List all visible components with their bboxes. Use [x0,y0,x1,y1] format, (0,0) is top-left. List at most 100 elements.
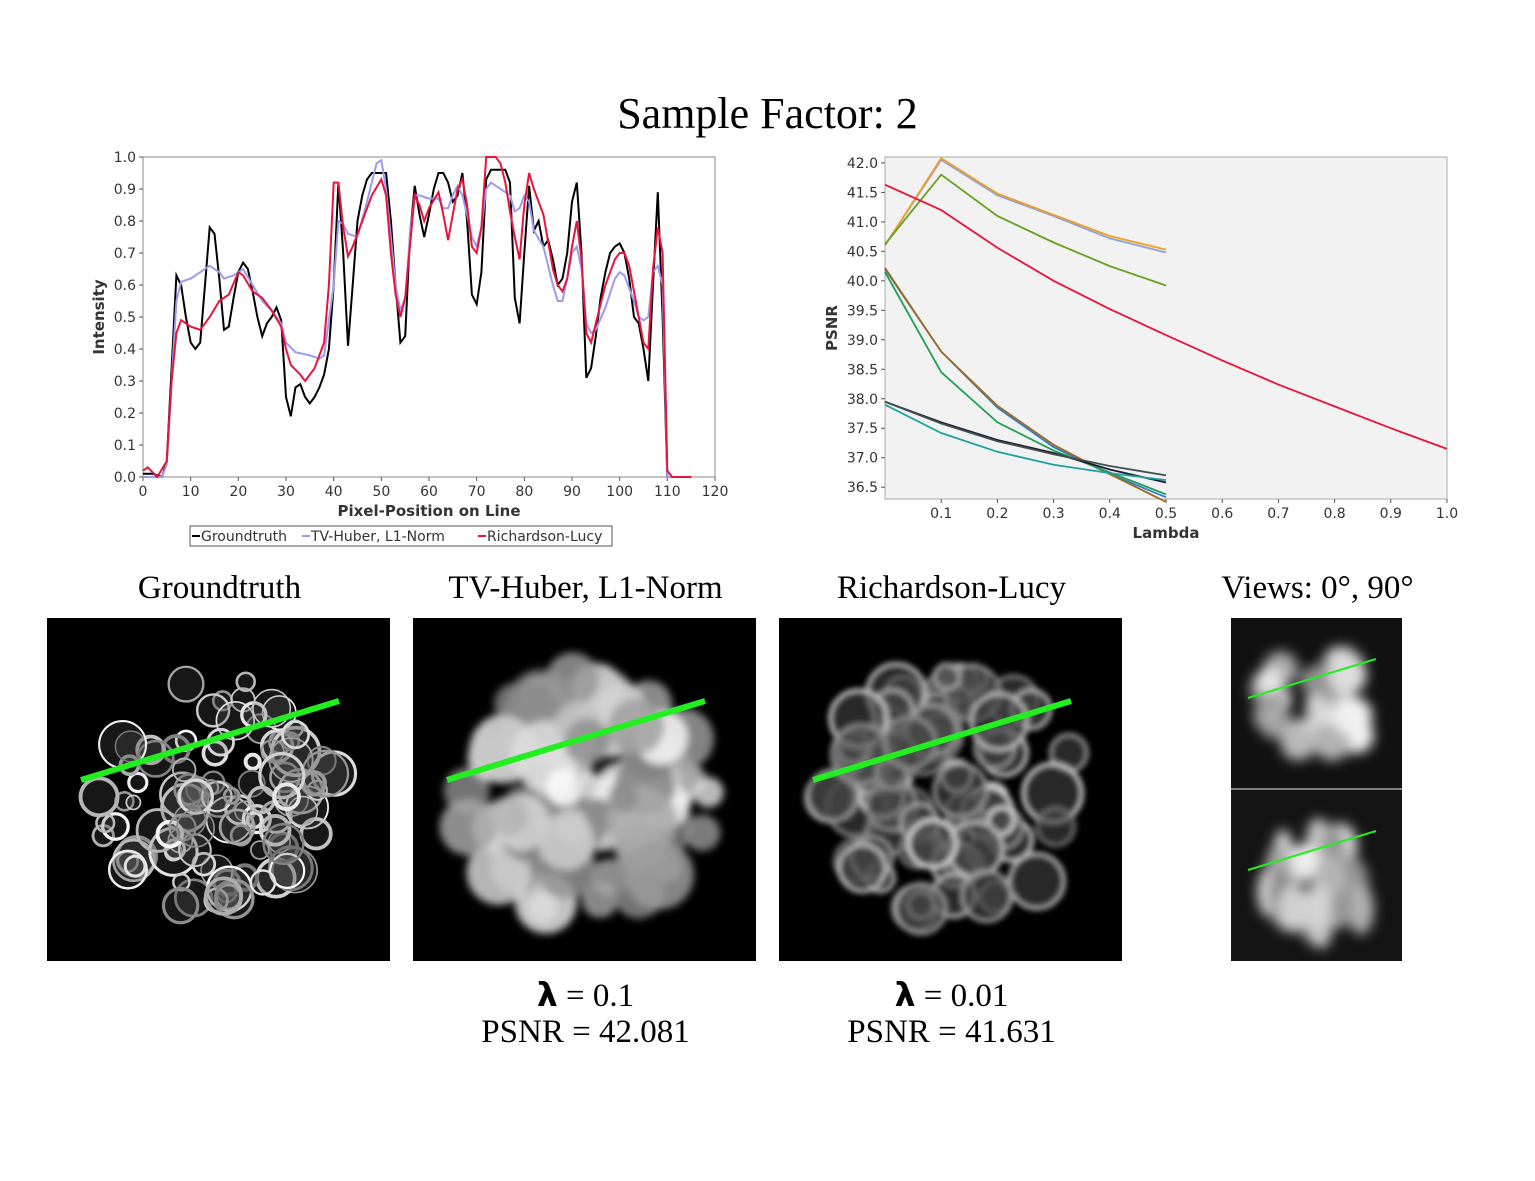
chart1-x-axis-label: Pixel-Position on Line [338,502,521,520]
cell-blob [488,796,529,836]
y-tick-label: 0.9 [114,182,136,198]
y-tick-label: 0.3 [114,374,136,390]
y-tick-label: 38.0 [847,392,878,408]
panel-title-tv-huber: TV-Huber, L1-Norm [448,570,723,606]
cell-ring [176,808,216,848]
cell-blob [624,840,694,910]
panel-title-richardson-lucy: Richardson-Lucy [836,570,1067,606]
cell-ring [222,787,241,805]
x-tick-label: 50 [372,484,390,500]
chart2-x-axis-label: Lambda [1133,524,1200,542]
profile-line [812,698,1072,783]
y-tick-label: 0.0 [114,470,136,486]
chart1-legend: Groundtruth TV-Huber, L1-Norm Richardson-L… [189,525,613,547]
cell-ring [172,757,197,783]
y-tick-label: 39.5 [847,303,878,319]
x-tick-label: 0.7 [1267,506,1289,522]
x-tick-label: 120 [702,484,729,500]
view-blob [1290,843,1319,877]
series-line-8 [884,403,1167,481]
x-tick-label: 80 [515,484,533,500]
series-line-7 [884,400,1167,484]
figure-title: Sample Factor: 2 [617,89,918,138]
y-tick-label: 0.6 [114,278,136,294]
view-blob [1255,667,1284,695]
richardson-lucy-image [779,618,1122,961]
x-tick-label: 0.8 [1323,506,1345,522]
cell-ring [260,739,285,764]
y-tick-label: 0.1 [114,438,136,454]
rl-lambda-value: = 0.01 [923,978,1009,1014]
series-line-3 [884,183,1448,450]
tv-lambda-caption: λ = 0.1 [413,975,758,1015]
view-blob [1299,666,1327,694]
series-line-1 [143,158,692,478]
x-tick-label: 0.3 [1042,506,1064,522]
y-tick-label: 1.0 [114,150,136,166]
chart1-plot-area [142,156,716,478]
cell-blob [526,892,558,924]
cell-ring [237,769,266,798]
y-tick-label: 0.5 [114,310,136,326]
y-tick-label: 40.0 [847,274,878,290]
series-line-2 [142,156,692,479]
legend-label: Groundtruth [201,529,287,545]
series-line-6 [884,271,1167,496]
cell-blob [439,798,496,856]
cell-blob [837,842,888,894]
y-tick-label: 36.5 [847,480,878,496]
x-tick-label: 0.4 [1099,506,1121,522]
x-tick-label: 100 [606,484,633,500]
cell-blob [932,762,989,819]
view-blob [1333,696,1373,736]
cell-blob [1035,806,1077,848]
lambda-symbol: λ [536,975,558,1014]
view-blob [1313,723,1351,761]
y-tick-label: 41.5 [847,185,878,201]
x-tick-label: 30 [277,484,295,500]
cell-ring [172,872,191,892]
series-line-9 [884,400,1167,477]
cell-blob [959,869,1014,923]
y-tick-label: 38.5 [847,362,878,378]
chart1-x-ticks: 0 10 20 30 40 50 60 70 80 90 100 110 120 [139,477,729,500]
cell-ring [300,770,328,797]
x-tick-label: 0.9 [1380,506,1402,522]
cell-ring [95,812,116,834]
series-line-1 [884,156,1167,251]
cell-ring [127,771,149,794]
view-blob [1304,883,1332,927]
x-tick-label: 110 [654,484,681,500]
cell-blob [608,698,665,755]
rl-lambda-caption: λ = 0.01 [779,975,1124,1015]
cell-ring [101,812,130,841]
cell-ring [281,720,310,750]
cell-ring [272,782,301,812]
x-tick-label: 0.6 [1211,506,1233,522]
legend-label: TV-Huber, L1-Norm [310,529,445,545]
x-tick-label: 0.5 [1155,506,1177,522]
groundtruth-image [47,618,390,961]
tv-lambda-value: = 0.1 [566,978,635,1014]
cell-blob [894,882,948,936]
y-tick-label: 37.5 [847,421,878,437]
profile-line-top [1247,658,1377,699]
cell-blob [546,652,600,706]
cell-ring [123,854,147,878]
cell-ring [167,665,205,703]
chart2-y-axis-label: PSNR [823,305,841,351]
cell-ring [243,752,262,771]
y-tick-label: 0.4 [114,342,136,358]
y-tick-label: 42.0 [847,156,878,172]
chart2-series [884,156,1448,503]
x-tick-label: 70 [468,484,486,500]
cell-blob [986,805,1017,836]
legend-label: Richardson-Lucy [487,529,602,545]
cell-ring [161,886,200,925]
series-line-2 [884,173,1167,287]
chart2-y-ticks: 36.5 37.0 37.5 38.0 38.5 39.0 39.5 40.0 40.5 41.0… [847,156,885,496]
x-tick-label: 90 [563,484,581,500]
y-tick-label: 37.0 [847,451,878,467]
cell-ring [125,794,142,811]
view-blob [1277,885,1310,933]
